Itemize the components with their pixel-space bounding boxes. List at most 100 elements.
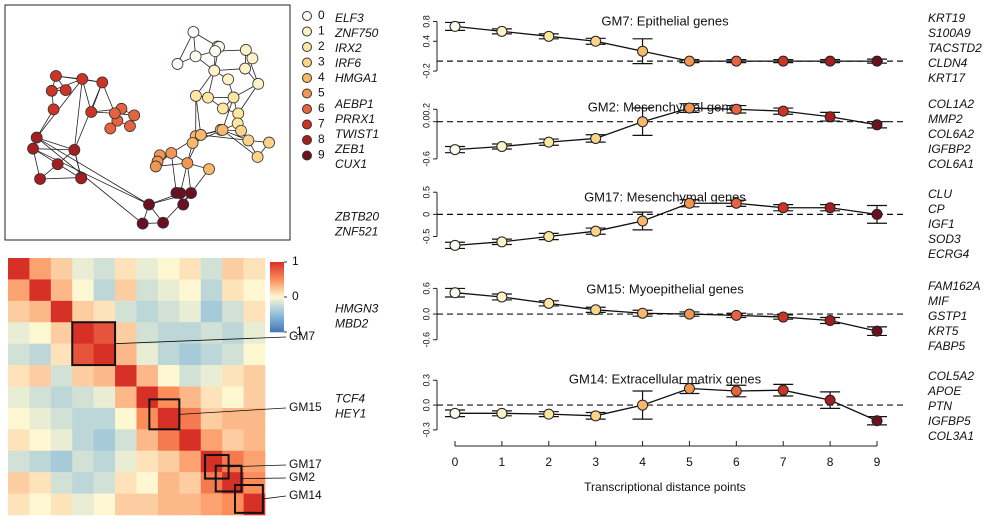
heatmap-cell bbox=[29, 408, 51, 430]
colorbar-segment bbox=[270, 295, 284, 297]
heatmap-cell bbox=[115, 258, 137, 280]
heatmap-cell bbox=[8, 451, 30, 473]
data-point bbox=[684, 56, 694, 66]
colorbar-segment bbox=[270, 269, 284, 271]
colorbar-segment bbox=[270, 329, 284, 331]
data-point bbox=[591, 411, 601, 421]
heatmap-cell bbox=[72, 451, 94, 473]
y-tick-label: -0.2 bbox=[421, 63, 431, 79]
network-node bbox=[243, 135, 254, 146]
heatmap-cell bbox=[179, 344, 201, 366]
heatmap-cell bbox=[201, 387, 223, 409]
heatmap-cell bbox=[72, 408, 94, 430]
heatmap-cell bbox=[94, 344, 116, 366]
network-node bbox=[253, 78, 264, 89]
panel-title: GM7: Epithelial genes bbox=[601, 13, 729, 28]
data-point bbox=[872, 209, 882, 219]
data-point bbox=[825, 395, 835, 405]
network-node bbox=[188, 26, 199, 37]
legend-label: 9 bbox=[318, 148, 325, 162]
right-gene: TACSTD2 bbox=[928, 41, 982, 55]
colorbar-segment bbox=[270, 264, 284, 266]
heatmap-cell bbox=[179, 279, 201, 301]
y-tick-label: 0.8 bbox=[421, 15, 431, 28]
module-label: GM7 bbox=[289, 329, 315, 343]
network-node bbox=[178, 199, 189, 210]
colorbar-segment bbox=[270, 316, 284, 318]
colorbar-segment bbox=[270, 299, 284, 301]
colorbar-segment bbox=[270, 318, 284, 320]
heatmap-cell bbox=[222, 344, 244, 366]
heatmap-cell bbox=[72, 301, 94, 323]
heatmap-cell bbox=[201, 301, 223, 323]
heatmap-cell bbox=[94, 451, 116, 473]
heatmap-cell bbox=[179, 429, 201, 451]
heatmap-cell bbox=[244, 429, 266, 451]
data-point bbox=[731, 386, 741, 396]
network-edge bbox=[37, 138, 75, 150]
heatmap-cell bbox=[51, 322, 73, 344]
heatmap-cell bbox=[137, 365, 159, 387]
y-tick-label: 0.0 bbox=[421, 115, 431, 128]
heatmap-cell bbox=[51, 494, 73, 516]
data-point bbox=[684, 198, 694, 208]
heatmap-cell bbox=[158, 344, 180, 366]
data-point bbox=[591, 36, 601, 46]
heatmap-cell bbox=[72, 322, 94, 344]
data-point bbox=[450, 288, 460, 298]
right-gene: COL6A1 bbox=[928, 157, 974, 171]
heatmap-cell bbox=[94, 408, 116, 430]
heatmap-cell bbox=[158, 279, 180, 301]
network-node bbox=[187, 137, 198, 148]
heatmap-cell bbox=[201, 429, 223, 451]
y-tick-label: 0.0 bbox=[421, 399, 431, 412]
network-edge bbox=[40, 178, 81, 179]
right-gene: IGF1 bbox=[928, 217, 955, 231]
data-point bbox=[450, 240, 460, 250]
colorbar-segment bbox=[270, 306, 284, 308]
colorbar-segment bbox=[270, 267, 284, 269]
data-point bbox=[638, 308, 648, 318]
data-point bbox=[450, 145, 460, 155]
x-tick-label: 8 bbox=[827, 455, 834, 469]
network-node bbox=[105, 123, 116, 134]
legend-label: 1 bbox=[318, 24, 325, 38]
heatmap-cell bbox=[94, 301, 116, 323]
x-tick-label: 0 bbox=[452, 455, 459, 469]
heatmap-cell bbox=[179, 365, 201, 387]
heatmap-cell bbox=[115, 451, 137, 473]
left-gene: ZNF750 bbox=[334, 26, 379, 40]
heatmap-cell bbox=[179, 301, 201, 323]
heatmap-cell bbox=[51, 451, 73, 473]
heatmap-cell bbox=[158, 472, 180, 494]
heatmap-cell bbox=[201, 365, 223, 387]
legend-label: 4 bbox=[318, 70, 325, 84]
left-gene: PRRX1 bbox=[335, 112, 375, 126]
colorbar-segment bbox=[270, 301, 284, 303]
x-tick-label: 3 bbox=[592, 455, 599, 469]
network-node bbox=[50, 71, 61, 82]
left-gene: ZEB1 bbox=[334, 142, 365, 156]
x-tick-label: 5 bbox=[686, 455, 693, 469]
heatmap-cell bbox=[201, 279, 223, 301]
heatmap-cell bbox=[72, 344, 94, 366]
heatmap-cell bbox=[29, 322, 51, 344]
heatmap-cell bbox=[115, 429, 137, 451]
y-tick-label: -0.5 bbox=[421, 229, 431, 245]
heatmap-cell bbox=[115, 494, 137, 516]
data-point bbox=[684, 384, 694, 394]
data-point bbox=[731, 198, 741, 208]
left-gene: AEBP1 bbox=[334, 97, 374, 111]
heatmap-cell bbox=[51, 429, 73, 451]
heatmap-cell bbox=[158, 429, 180, 451]
y-tick-label: 0.6 bbox=[421, 282, 431, 295]
network-node bbox=[223, 74, 234, 85]
heatmap-cell bbox=[179, 387, 201, 409]
left-gene: HMGN3 bbox=[335, 302, 379, 316]
data-point bbox=[638, 46, 648, 56]
x-axis-title: Transcriptional distance points bbox=[584, 480, 746, 494]
colorbar-segment bbox=[270, 327, 284, 329]
heatmap-cell bbox=[222, 301, 244, 323]
network-node bbox=[172, 58, 183, 69]
panel-title: GM15: Myoepithelial genes bbox=[586, 281, 744, 296]
